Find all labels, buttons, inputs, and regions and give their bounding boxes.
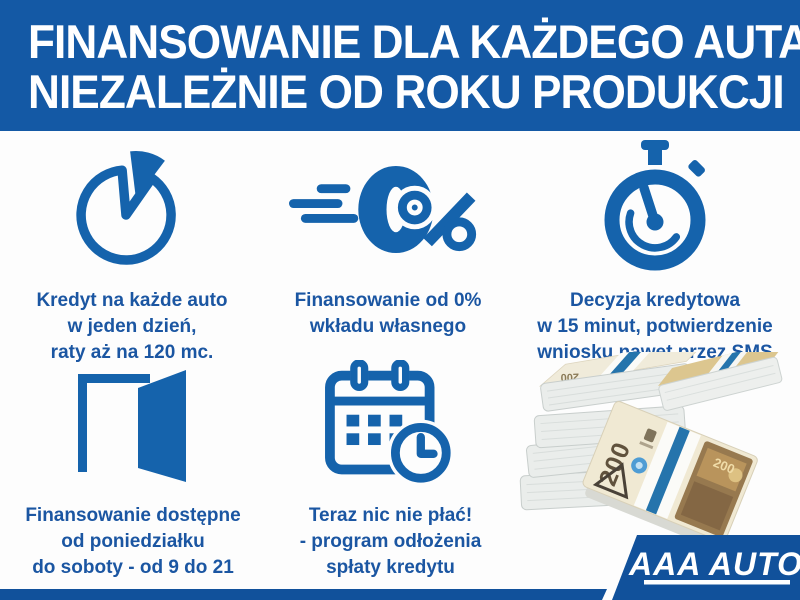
logo-underline [644,580,790,585]
feature-caption-line: raty aż na 120 mc. [50,342,214,363]
feature-decision: Decyzja kredytowa w 15 minut, potwierdze… [522,140,788,366]
feature-opening-hours: Finansowanie dostępne od poniedziałku do… [18,362,248,581]
feature-caption-line: Finansowanie dostępne [25,505,241,526]
open-door-icon [78,370,186,482]
bottom-strip [0,589,607,600]
feature-credit: Kredyt na każde auto w jeden dzień, raty… [18,143,246,366]
feature-caption-line: do soboty - od 9 do 21 [32,557,234,578]
stopwatch-icon [604,140,706,271]
feature-caption-line: Finansowanie od 0% [294,290,482,311]
feature-caption-line: Kredyt na każde auto [36,290,228,311]
feature-caption-line: Teraz nic nie płać! [308,505,473,526]
aaa-auto-logo: AAA AUTO [628,546,800,582]
banknote-bundle-top: 200 [538,352,709,412]
banknote-triangle-mark [592,462,629,500]
feature-zero-percent: Finansowanie od 0% wkładu własnego [268,143,508,340]
feature-caption-line: od poniedziałku [61,531,205,552]
banknote-bundle-front: 200 200 [582,401,758,547]
feature-caption-line: spłaty kredytu [326,557,455,578]
header-title-line2: NIEZALEŻNIE OD ROKU PRODUKCJI [28,65,785,118]
pie-chart-icon [76,151,176,265]
money-stacks-image: 200 200 200 [519,352,789,547]
eagle-emblem [643,428,657,443]
footer-ribbon: AAA AUTO [0,535,800,600]
banknote-bundle [658,352,789,411]
feature-caption-line: w jeden dzień, [67,316,197,337]
zero-percent-icon [289,165,477,253]
feature-deferred-payment: Teraz nic nie płać! - program odłożenia … [268,358,513,581]
calendar-clock-icon [324,359,454,486]
feature-caption-line: - program odłożenia [299,531,482,552]
feature-caption-line: wkładu własnego [309,316,467,337]
feature-caption-line: w 15 minut, potwierdzenie [537,316,773,337]
header-banner: FINANSOWANIE DLA KAŻDEGO AUTA NIEZALEŻNI… [0,0,800,131]
feature-caption-line: Decyzja kredytowa [569,290,741,311]
header-title-line1: FINANSOWANIE DLA KAŻDEGO AUTA [28,15,800,68]
